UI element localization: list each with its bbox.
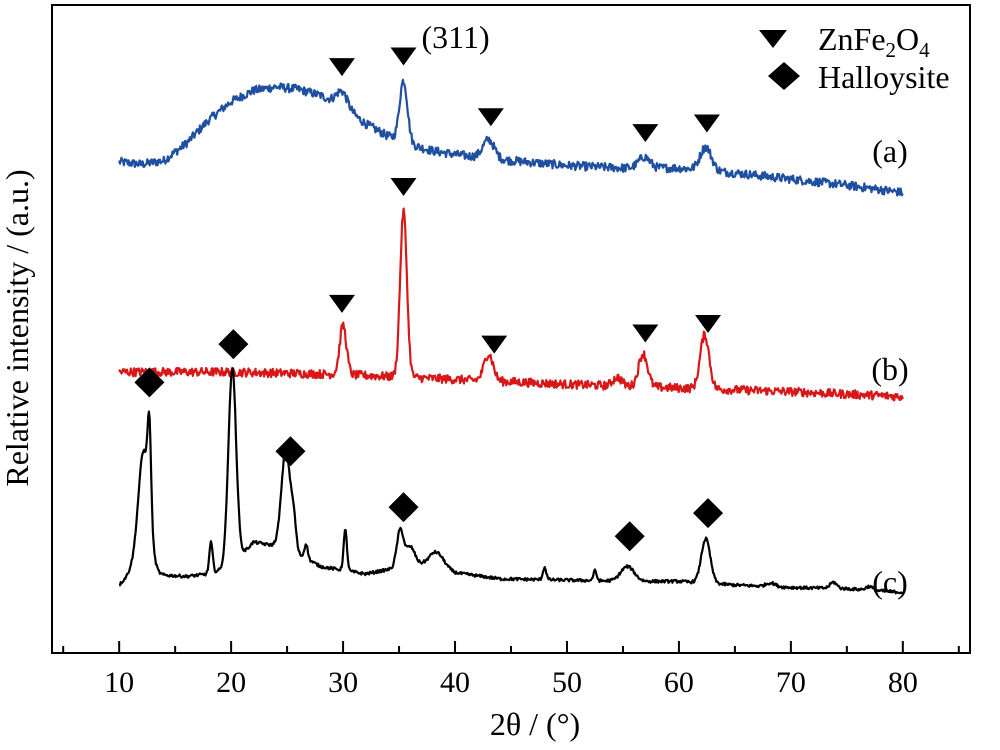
zinc-ferrite-peak-marker	[695, 315, 722, 334]
x-tick-label: 10	[104, 666, 134, 699]
legend-label-znfe2o4: ZnFe2O4	[818, 21, 930, 62]
x-tick-label: 30	[328, 666, 358, 699]
zinc-ferrite-peak-marker	[390, 47, 417, 66]
halloysite-peak-marker	[275, 436, 306, 467]
halloysite-peak-marker	[388, 492, 419, 523]
x-axis-label: 2θ / (°)	[490, 706, 580, 742]
legend-znfe-part: ZnFe	[818, 21, 886, 57]
legend-triangle-marker	[759, 30, 787, 48]
halloysite-peak-marker	[218, 329, 249, 360]
series-b-line	[118, 207, 904, 402]
series-b-label: (b)	[871, 351, 908, 387]
x-tick-label: 80	[888, 666, 918, 699]
zinc-ferrite-peak-marker	[328, 58, 355, 77]
zinc-ferrite-peak-marker	[632, 124, 659, 143]
x-tick-label: 40	[440, 666, 470, 699]
x-tick-label: 50	[552, 666, 582, 699]
zinc-ferrite-peak-marker	[632, 324, 659, 343]
halloysite-peak-marker	[614, 521, 645, 552]
y-axis-label: Relative intensity / (a.u.)	[0, 169, 35, 486]
legend-sub-4: 4	[919, 38, 930, 62]
legend-o-part: O	[896, 21, 919, 57]
legend-diamond-marker	[768, 62, 800, 90]
x-tick-label: 60	[664, 666, 694, 699]
peak-311-annotation: (311)	[422, 19, 490, 55]
zinc-ferrite-peak-marker	[328, 294, 355, 313]
legend-label-halloysite: Halloysite	[818, 59, 950, 95]
plot-frame	[51, 4, 971, 654]
zinc-ferrite-peak-marker	[477, 108, 504, 127]
zinc-ferrite-peak-marker	[481, 335, 508, 354]
markers-group	[134, 47, 724, 552]
plot-frame-group	[51, 4, 971, 654]
legend: ZnFe2O4 Halloysite	[759, 21, 950, 95]
halloysite-peak-marker	[134, 367, 165, 398]
ticks-group: 10 20 30 40 50 60 70 80	[62, 641, 960, 699]
series-group: (a) (b) (c)	[118, 78, 909, 600]
zinc-ferrite-peak-marker	[390, 177, 417, 196]
series-c-line	[118, 367, 904, 595]
zinc-ferrite-peak-marker	[693, 114, 720, 133]
x-tick-label: 70	[776, 666, 806, 699]
series-c-label: (c)	[872, 564, 908, 600]
series-a-line	[118, 78, 904, 197]
halloysite-peak-marker	[693, 498, 724, 529]
legend-sub-2: 2	[886, 38, 897, 62]
x-tick-label: 20	[216, 666, 246, 699]
series-a-label: (a)	[872, 133, 908, 169]
